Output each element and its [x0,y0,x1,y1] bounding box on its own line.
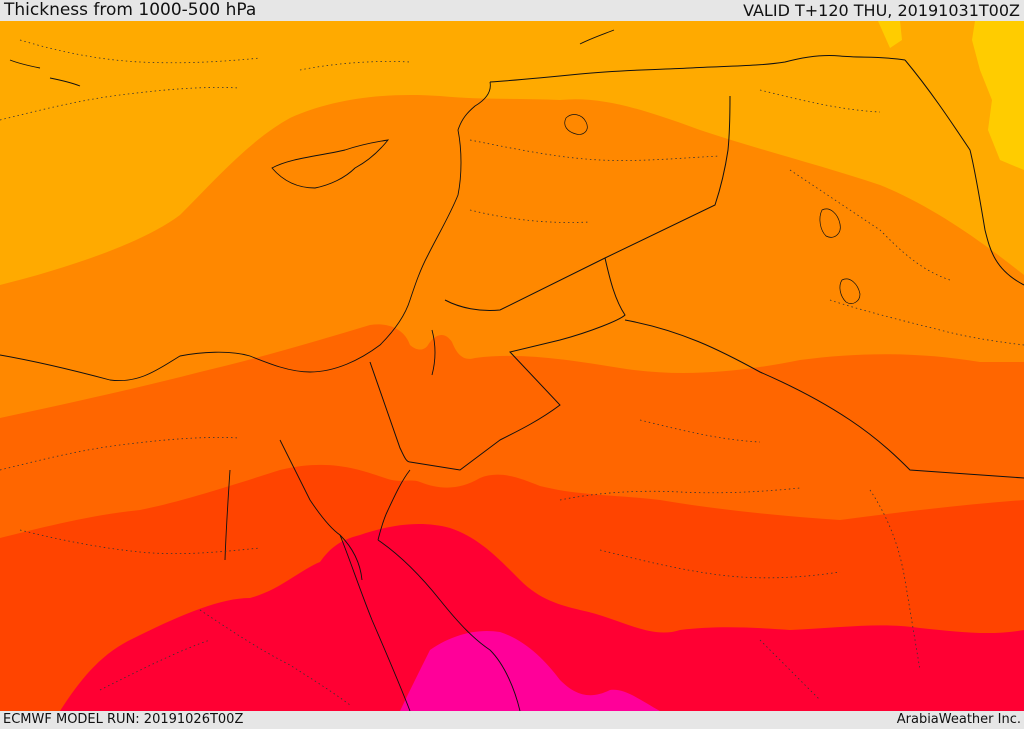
map-title: Thickness from 1000-500 hPa [4,0,257,20]
national-borders [369,55,1024,479]
band-crimson [60,524,1024,711]
credit-label: ArabiaWeather Inc. [896,712,1021,727]
band-yellow-patch [878,21,902,48]
coastlines [0,81,521,711]
islands-aegean [9,29,615,87]
admin-borders [0,39,1024,706]
band-yellow [972,21,1024,170]
valid-time: VALID T+120 THU, 20191031T00Z [743,1,1020,20]
lakes [564,114,861,304]
header-bar: Thickness from 1000-500 hPa VALID T+120 … [0,0,1024,21]
thickness-map [0,21,1024,711]
footer-bar: ECMWF MODEL RUN: 20191026T00Z ArabiaWeat… [0,711,1024,729]
model-run-label: ECMWF MODEL RUN: 20191026T00Z [3,712,244,727]
band-magenta [400,630,660,711]
